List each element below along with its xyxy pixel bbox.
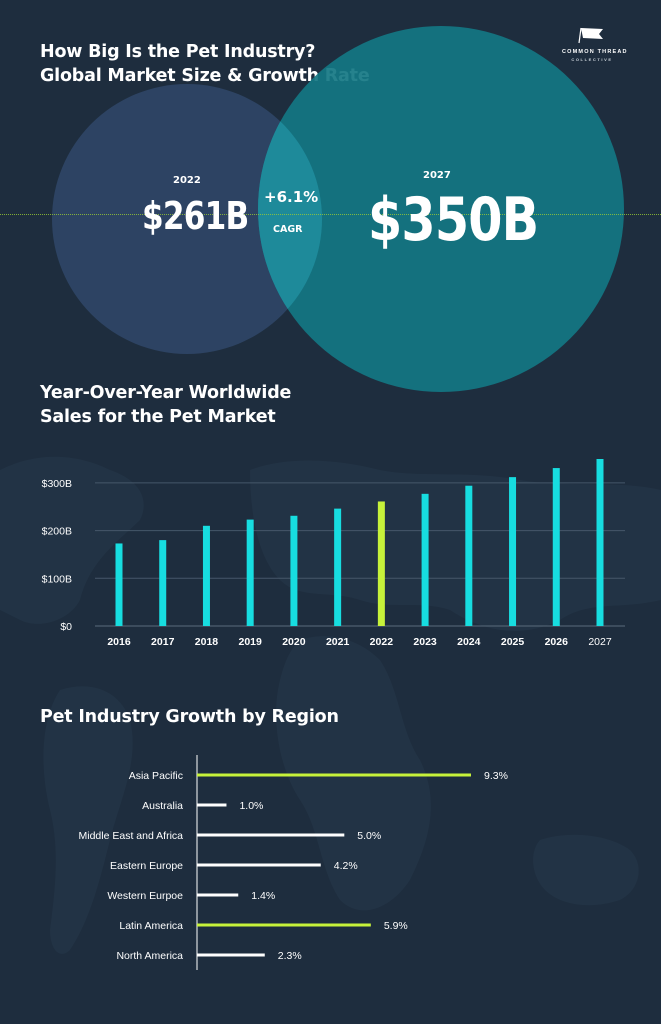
y-tick-label: $300B	[42, 478, 72, 490]
logo-subtext: COLLECTIVE	[571, 57, 613, 62]
bar-2021	[334, 508, 342, 626]
x-tick-label: 2023	[413, 636, 437, 648]
x-tick-label: 2017	[151, 636, 175, 648]
x-tick-label: 2027	[588, 636, 612, 648]
yoy-title-line2: Sales for the Pet Market	[40, 407, 276, 427]
value-2022: $261B	[142, 194, 249, 238]
region-label: Western Eurpoe	[107, 890, 183, 902]
y-tick-label: $200B	[42, 526, 72, 538]
x-tick-label: 2025	[501, 636, 525, 648]
region-label: Eastern Europe	[110, 860, 183, 872]
region-label: North America	[116, 950, 183, 962]
year-2022-label: 2022	[173, 175, 201, 186]
x-tick-label: 2020	[282, 636, 306, 648]
region-value-label: 5.9%	[384, 920, 408, 932]
x-tick-label: 2026	[545, 636, 569, 648]
x-tick-label: 2022	[370, 636, 394, 648]
x-tick-label: 2018	[195, 636, 219, 648]
x-tick-label: 2024	[457, 636, 481, 648]
bar-2024	[465, 485, 473, 626]
x-tick-label: 2019	[239, 636, 263, 648]
region-bar	[197, 863, 321, 867]
bar-2027	[596, 459, 604, 626]
region-bar	[197, 953, 265, 957]
bar-2016	[115, 543, 123, 626]
circle-2027	[258, 26, 624, 392]
region-label: Latin America	[119, 920, 183, 932]
region-value-label: 1.0%	[239, 800, 263, 812]
bar-2017	[159, 540, 167, 626]
region-value-label: 5.0%	[357, 830, 381, 842]
bar-2025	[509, 477, 517, 626]
bar-2022	[377, 501, 385, 626]
market-size-venn	[52, 26, 624, 392]
yoy-chart-title: Year-Over-Year Worldwide Sales for the P…	[40, 381, 291, 429]
page-title-line1: How Big Is the Pet Industry?	[40, 42, 316, 62]
region-bar	[197, 893, 239, 897]
region-label: Australia	[142, 800, 183, 812]
bar-2019	[246, 519, 254, 626]
x-tick-label: 2016	[107, 636, 131, 648]
bar-2023	[421, 493, 429, 626]
year-2027-label: 2027	[423, 170, 451, 181]
dotted-guide-line	[0, 214, 661, 215]
bar-2018	[202, 525, 210, 626]
page-title-line2: Global Market Size & Growth Rate	[40, 66, 370, 86]
region-bar	[197, 773, 471, 777]
flag-icon	[578, 27, 603, 44]
region-value-label: 1.4%	[251, 890, 275, 902]
cagr-value: +6.1%	[264, 188, 319, 206]
logo-text: COMMON THREAD	[562, 49, 628, 55]
region-bar-chart: Asia Pacific 9.3% Australia 1.0% Middle East…	[79, 755, 508, 970]
region-value-label: 2.3%	[278, 950, 302, 962]
bar-2026	[552, 468, 560, 626]
bar-2020	[290, 515, 298, 626]
brand-logo: COMMON THREAD COLLECTIVE	[562, 26, 628, 63]
region-value-label: 4.2%	[334, 860, 358, 872]
yoy-title-line1: Year-Over-Year Worldwide	[40, 383, 292, 403]
x-tick-label: 2021	[326, 636, 350, 648]
region-bar	[197, 923, 371, 927]
circle-2022	[52, 84, 322, 354]
y-tick-label: $100B	[42, 573, 72, 585]
y-tick-label: $0	[60, 621, 72, 633]
region-label: Middle East and Africa	[79, 830, 184, 842]
region-bar	[197, 833, 345, 837]
value-2027: $350B	[368, 185, 539, 255]
region-label: Asia Pacific	[129, 770, 183, 782]
page-title: How Big Is the Pet Industry? Global Mark…	[40, 40, 370, 88]
yoy-bar-chart: $0 $100B $200B $300B 2016 2017 2018 2019 2020 202…	[42, 459, 625, 648]
region-value-label: 9.3%	[484, 770, 508, 782]
cagr-label: CAGR	[273, 224, 303, 235]
region-chart-title: Pet Industry Growth by Region	[40, 707, 339, 727]
region-bar	[197, 803, 227, 807]
